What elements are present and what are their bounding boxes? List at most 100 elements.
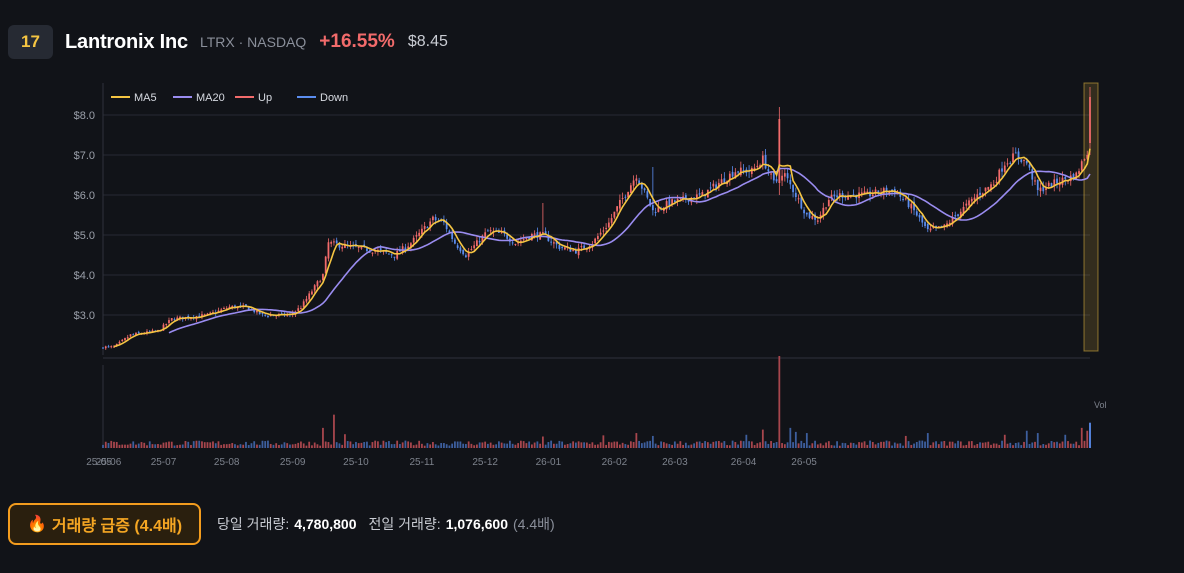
volume-bar [140, 442, 143, 448]
candle-down [465, 255, 467, 258]
candle-down [1031, 169, 1034, 180]
volume-bar [201, 441, 203, 448]
candle-up [987, 187, 990, 190]
volume-bar [443, 443, 445, 448]
candle-down [1025, 160, 1028, 164]
volume-bar [476, 444, 478, 448]
volume-bar [465, 444, 467, 448]
volume-bar [283, 442, 286, 448]
candle-down [921, 215, 924, 223]
volume-bar [805, 433, 808, 448]
candle-down [487, 230, 489, 232]
volume-bar [509, 440, 511, 448]
candle-down [478, 241, 481, 243]
candle-down [926, 223, 929, 230]
candle-down [434, 217, 437, 221]
candle-down [654, 211, 657, 213]
volume-bar [187, 441, 190, 448]
volume-bar [783, 444, 786, 448]
volume-bar [596, 444, 599, 448]
volume-bar [388, 441, 390, 448]
volume-bar [324, 441, 327, 448]
candle-down [390, 254, 393, 256]
candle-down [528, 236, 531, 240]
candle-up [976, 194, 979, 199]
volume-bar [209, 442, 212, 448]
candle-down [687, 199, 690, 202]
x-axis-tick-label: 25-11 [409, 457, 434, 468]
volume-bar [580, 442, 583, 448]
volume-bar [514, 444, 517, 448]
ticker-exchange: LTRX · NASDAQ [199, 34, 307, 50]
volume-bar [470, 443, 473, 448]
candle-down [366, 248, 368, 252]
volume-bar [1058, 443, 1061, 448]
volume-bar [355, 441, 357, 448]
candle-down [280, 313, 283, 315]
candle-down [805, 212, 808, 215]
candle-up [1089, 97, 1091, 143]
candle-up [121, 339, 124, 342]
candle-down [388, 253, 390, 255]
volume-bar [632, 442, 635, 448]
volume-bar [926, 433, 929, 448]
volume-bar [250, 443, 253, 448]
candle-down [731, 171, 734, 177]
volume-bar [682, 444, 684, 448]
volume-bar [261, 440, 264, 448]
candle-down [698, 193, 701, 195]
up-legend-label[interactable]: Up [258, 92, 272, 104]
volume-bar [316, 444, 319, 448]
ma5-legend-label[interactable]: MA5 [134, 92, 157, 104]
candle-up [973, 197, 976, 200]
volume-bar [346, 441, 349, 448]
volume-bar [624, 444, 627, 448]
candle-down [198, 315, 201, 318]
volume-bar [478, 442, 481, 448]
volume-bar [572, 441, 575, 448]
candle-up [1034, 180, 1036, 182]
volume-surge-badge[interactable]: 🔥 거래량 급증 (4.4배) [8, 503, 202, 545]
candle-down [462, 250, 465, 255]
candle-up [371, 252, 374, 254]
volume-bar [885, 440, 888, 448]
candle-down [1072, 174, 1075, 180]
ma20-legend-label[interactable]: MA20 [196, 92, 225, 104]
volume-bar [613, 441, 616, 448]
ma5-line [113, 148, 1091, 348]
volume-bar [643, 442, 646, 448]
candle-down [764, 154, 767, 169]
candle-up [572, 250, 575, 252]
company-name[interactable]: Lantronix Inc [65, 30, 188, 53]
prev-volume-value: 1,076,600 [445, 516, 508, 532]
volume-bar [448, 445, 451, 448]
candle-up [179, 316, 181, 319]
candle-down [836, 195, 838, 198]
volume-bar [797, 443, 800, 448]
volume-bar [756, 443, 759, 448]
volume-bar [146, 445, 148, 448]
candle-up [330, 242, 333, 244]
candle-down [338, 242, 341, 248]
volume-bar [772, 442, 775, 448]
candle-down [915, 211, 918, 216]
candle-up [596, 236, 599, 239]
candle-down [792, 184, 794, 193]
candle-up [1047, 182, 1050, 187]
volume-bar [915, 441, 918, 448]
volume-bar [1083, 440, 1086, 448]
candle-up [412, 237, 415, 243]
candle-down [957, 214, 959, 217]
candle-down [335, 240, 338, 244]
volume-bar [585, 442, 588, 448]
volume-bar [676, 443, 679, 448]
candle-up [671, 199, 673, 205]
candle-up [959, 211, 962, 218]
volume-bar [429, 444, 432, 448]
candle-down [445, 221, 448, 230]
volume-bar [693, 443, 695, 448]
down-legend-label[interactable]: Down [320, 92, 348, 104]
volume-bar [239, 444, 242, 448]
volume-bar [113, 441, 115, 448]
